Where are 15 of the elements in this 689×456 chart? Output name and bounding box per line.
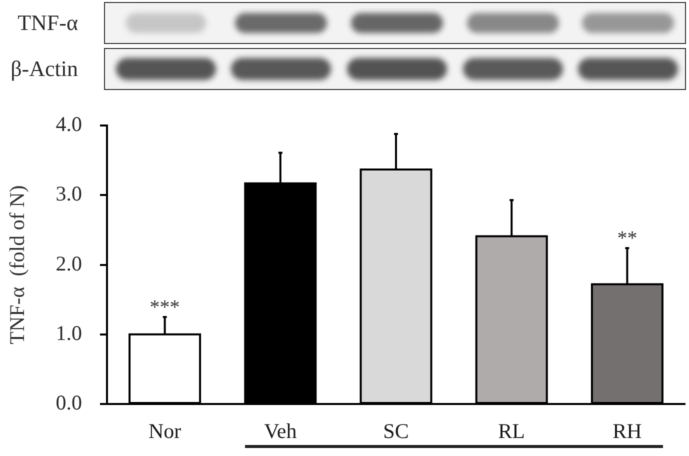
y-tick-label: 3.0 [56,182,82,206]
y-tick-label: 2.0 [56,251,82,276]
text: β-Actin [10,56,78,82]
x-tick-label: RH [612,419,642,444]
annotation: *** [150,296,180,318]
x-tick-label: Veh [264,419,298,444]
y-tick-label: 0.0 [56,390,82,415]
text: TNF-α [18,10,78,36]
y-axis-title: TNF-α (fold of N) [5,185,30,344]
annotation: ** [617,227,638,250]
y-tick-label: 1.0 [56,320,82,345]
y-tick-label: 4.0 [56,112,82,136]
x-tick-label: Nor [148,419,182,444]
x-tick-label: SC [383,419,409,444]
x-tick-label: RL [498,419,526,444]
